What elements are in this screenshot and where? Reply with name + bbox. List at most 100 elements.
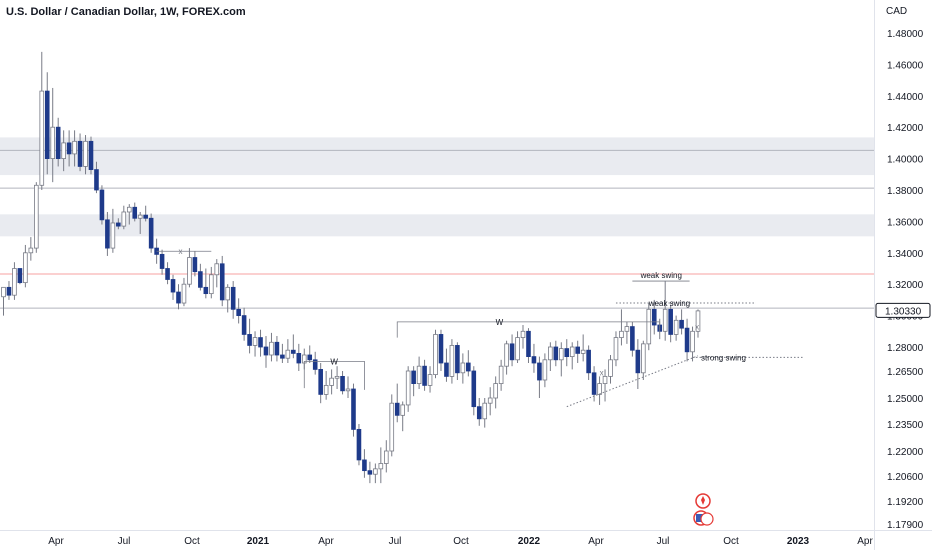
time-tick-label: Jul — [118, 536, 131, 547]
candle-body — [94, 169, 99, 191]
price-tick-label: 1.17900 — [887, 520, 924, 531]
candle-body — [203, 286, 209, 295]
candle-body — [471, 370, 477, 408]
candle-body — [12, 268, 17, 296]
time-tick-label: Jul — [389, 536, 402, 547]
candle-body — [690, 330, 695, 353]
candle-body — [668, 308, 673, 335]
time-tick-label: Oct — [184, 536, 200, 547]
candle-body — [55, 126, 61, 159]
candle-body — [334, 375, 340, 379]
candle-body — [684, 327, 690, 353]
time-tick-label: Apr — [857, 536, 873, 547]
price-tick-label: 1.44000 — [887, 92, 924, 103]
candle-body — [83, 140, 88, 167]
w-marker-label: W — [496, 318, 504, 327]
candle-body — [181, 283, 187, 304]
candle-body — [378, 463, 384, 470]
time-tick-label: Oct — [723, 536, 739, 547]
price-tick-label: 1.23500 — [887, 420, 924, 431]
candle-body — [619, 330, 624, 338]
x-marker-label: x — [178, 247, 182, 256]
candle-body — [482, 402, 488, 420]
candle-body — [651, 308, 657, 326]
candle-body — [307, 354, 313, 361]
candle-body — [373, 468, 378, 475]
chart-title: U.S. Dollar / Canadian Dollar, 1W, FOREX… — [6, 6, 246, 18]
candle-body — [99, 189, 105, 221]
candle-body — [635, 349, 641, 374]
x-marker-label: x — [600, 369, 604, 378]
candle-body — [433, 334, 438, 376]
time-tick-label: 2021 — [247, 536, 270, 547]
candle-body — [537, 362, 542, 381]
candle-body — [329, 377, 334, 386]
price-tick-label: 1.20600 — [887, 472, 924, 483]
candle-body — [624, 326, 630, 332]
candle-body — [695, 310, 701, 332]
candle-body — [126, 206, 132, 213]
candle-body — [61, 142, 66, 159]
price-tick-label: 1.48000 — [887, 29, 924, 40]
candle-body — [526, 330, 531, 357]
maple-leaf-icon — [701, 496, 705, 505]
candle-body — [39, 90, 45, 186]
candle-body — [230, 286, 236, 310]
price-tick-label: 1.26500 — [887, 367, 924, 378]
price-tick-label: 1.32000 — [887, 280, 924, 291]
candle-body — [367, 470, 373, 475]
candle-body — [116, 222, 121, 227]
candle-body — [597, 383, 602, 395]
price-tick-label: 1.40000 — [887, 155, 924, 166]
us-flag-icon — [700, 512, 714, 526]
candle-body — [569, 346, 575, 357]
last-price-label: 1.30330 — [885, 306, 922, 317]
candle-body — [630, 326, 635, 351]
candle-body — [50, 126, 56, 159]
time-tick-label: Apr — [48, 536, 64, 547]
w-marker-label: W — [330, 357, 338, 366]
candle-body — [646, 308, 652, 345]
time-tick-label: Jul — [657, 536, 670, 547]
candle-body — [416, 365, 422, 385]
candle-body — [323, 384, 329, 395]
candle-body — [460, 362, 466, 374]
price-tick-label: 1.46000 — [887, 60, 924, 71]
candle-body — [187, 257, 192, 285]
candle-body — [170, 279, 176, 293]
candle-body — [247, 334, 252, 346]
candle-body — [236, 308, 241, 317]
candle-body — [340, 375, 345, 392]
candle-body — [515, 337, 520, 361]
candle-body — [509, 343, 515, 361]
candle-body — [564, 348, 570, 358]
candle-body — [405, 370, 411, 406]
time-tick-label: 2023 — [787, 536, 810, 547]
candle-body — [591, 372, 597, 395]
supply-zone-1 — [0, 214, 874, 237]
candle-body — [476, 406, 482, 420]
swing-trendline — [566, 355, 699, 408]
candle-body — [444, 362, 449, 377]
time-tick-label: 2022 — [518, 536, 541, 547]
candle-body — [356, 428, 362, 461]
candle-body — [88, 140, 94, 170]
candle-body — [263, 346, 269, 356]
price-tick-label: 1.22000 — [887, 447, 924, 458]
candle-body — [449, 345, 455, 377]
candle-body — [225, 286, 231, 301]
candle-body — [285, 349, 291, 359]
candle-body — [312, 359, 318, 370]
weak-swing-mid-label: weak swing — [648, 299, 690, 308]
candle-body — [258, 337, 263, 348]
candle-body — [192, 257, 198, 273]
candle-body — [493, 383, 498, 399]
candle-body — [165, 268, 170, 280]
candle-body — [17, 268, 23, 284]
candle-body — [575, 346, 580, 354]
candle-body — [318, 368, 323, 395]
candle-body — [466, 362, 471, 372]
candle-body — [400, 404, 406, 416]
candle-body — [280, 354, 285, 359]
